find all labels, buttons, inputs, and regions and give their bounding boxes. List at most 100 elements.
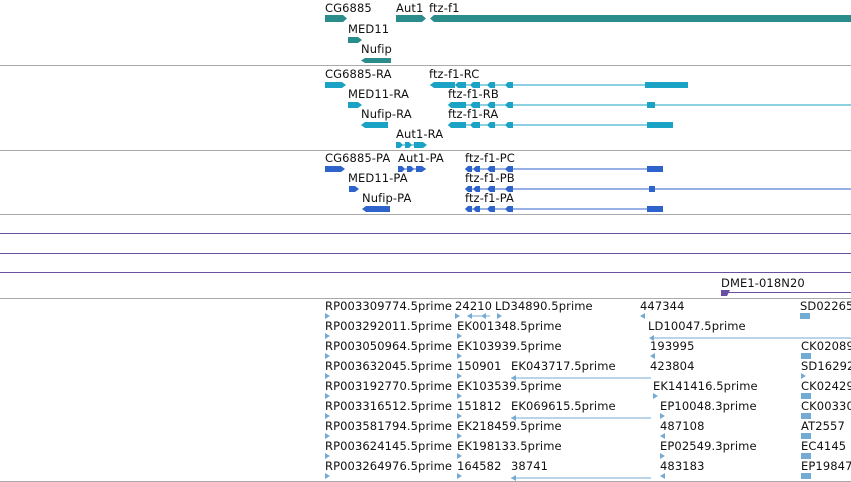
est-marker[interactable] bbox=[325, 373, 330, 379]
est-label[interactable]: RP003581794.5prime bbox=[325, 419, 453, 433]
est-label[interactable]: 150901 bbox=[457, 359, 502, 373]
est-marker[interactable] bbox=[660, 453, 665, 459]
est-ld10047-glyph[interactable] bbox=[649, 335, 851, 341]
est-marker[interactable] bbox=[325, 333, 330, 339]
est-label[interactable]: RP003632045.5prime bbox=[325, 359, 453, 373]
clone-label[interactable]: DME1-018N20 bbox=[721, 276, 805, 290]
est-label[interactable]: RP003316512.5prime bbox=[325, 399, 453, 413]
est-marker[interactable] bbox=[325, 393, 330, 399]
transcript-label[interactable]: CG6885-RA bbox=[325, 67, 392, 81]
est-label[interactable]: LD34890.5prime bbox=[495, 299, 593, 313]
protein-label[interactable]: Aut1-PA bbox=[398, 151, 444, 165]
est-marker[interactable] bbox=[801, 433, 811, 439]
est-marker[interactable] bbox=[457, 333, 462, 339]
est-label[interactable]: AT2557 bbox=[801, 419, 845, 433]
transcript-label[interactable]: MED11-RA bbox=[348, 87, 410, 101]
est-label[interactable]: CK00330 bbox=[801, 399, 851, 413]
gene-label[interactable]: Aut1 bbox=[396, 1, 424, 15]
gene-nufip-glyph[interactable] bbox=[361, 58, 391, 63]
est-marker[interactable] bbox=[800, 313, 810, 319]
est-label[interactable]: EK141416.5prime bbox=[653, 379, 758, 393]
protein-label[interactable]: ftz-f1-PB bbox=[465, 171, 515, 185]
protein-med11-pa-glyph[interactable] bbox=[349, 186, 359, 192]
transcript-med11-ra-glyph[interactable] bbox=[348, 102, 362, 108]
est-ek043717-glyph[interactable] bbox=[511, 375, 651, 381]
gene-aut1-glyph[interactable] bbox=[396, 15, 426, 22]
gene-label[interactable]: ftz-f1 bbox=[429, 1, 460, 15]
est-marker[interactable] bbox=[660, 413, 665, 419]
transcript-label[interactable]: Aut1-RA bbox=[396, 127, 444, 141]
transcript-cg6885-ra-glyph[interactable] bbox=[325, 82, 346, 88]
est-marker[interactable] bbox=[801, 353, 811, 359]
est-label[interactable]: RP003264976.5prime bbox=[325, 459, 453, 473]
est-38741-glyph[interactable] bbox=[511, 475, 651, 481]
est-label[interactable]: CK02089 bbox=[801, 339, 851, 353]
est-label[interactable]: 151812 bbox=[457, 399, 502, 413]
est-label[interactable]: EP02549.3prime bbox=[660, 439, 757, 453]
est-marker[interactable] bbox=[660, 433, 665, 439]
est-label[interactable]: 423804 bbox=[650, 359, 695, 373]
est-marker[interactable] bbox=[457, 393, 462, 399]
est-marker[interactable] bbox=[801, 473, 811, 479]
est-label[interactable]: EK069615.5prime bbox=[511, 399, 616, 413]
protein-label[interactable]: CG6885-PA bbox=[325, 151, 391, 165]
est-label[interactable]: EP19847 bbox=[801, 459, 851, 473]
est-label[interactable]: RP003292011.5prime bbox=[325, 319, 453, 333]
est-label[interactable]: EK103539.5prime bbox=[457, 379, 562, 393]
est-marker[interactable] bbox=[325, 453, 330, 459]
est-marker[interactable] bbox=[653, 393, 658, 399]
gene-label[interactable]: Nufip bbox=[361, 42, 392, 56]
est-label[interactable]: EK218459.5prime bbox=[457, 419, 562, 433]
est-label[interactable]: EK103939.5prime bbox=[457, 339, 562, 353]
transcript-label[interactable]: ftz-f1-RA bbox=[448, 107, 499, 121]
transcript-label[interactable]: ftz-f1-RC bbox=[429, 67, 480, 81]
est-label[interactable]: 38741 bbox=[511, 459, 549, 473]
est-label[interactable]: 447344 bbox=[640, 299, 685, 313]
est-label[interactable]: EK001348.5prime bbox=[457, 319, 562, 333]
est-marker[interactable] bbox=[457, 353, 462, 359]
est-marker[interactable] bbox=[801, 413, 811, 419]
est-label[interactable]: RP003309774.5prime bbox=[325, 299, 453, 313]
transcript-label[interactable]: ftz-f1-RB bbox=[448, 87, 499, 101]
est-marker[interactable] bbox=[640, 313, 645, 319]
est-label[interactable]: EC4145 bbox=[801, 439, 847, 453]
est-marker[interactable] bbox=[497, 313, 502, 319]
est-marker[interactable] bbox=[457, 473, 462, 479]
est-label[interactable]: RP003192770.5prime bbox=[325, 379, 453, 393]
est-marker[interactable] bbox=[325, 473, 330, 479]
protein-ftz-f1-pa-glyph[interactable] bbox=[465, 206, 663, 212]
gene-label[interactable]: MED11 bbox=[348, 22, 390, 36]
gene-cg6885-glyph[interactable] bbox=[325, 15, 347, 22]
est-marker[interactable] bbox=[325, 413, 330, 419]
est-label[interactable]: EP10048.3prime bbox=[660, 399, 757, 413]
protein-label[interactable]: Nufip-PA bbox=[362, 191, 412, 205]
protein-cg6885-pa-glyph[interactable] bbox=[325, 166, 345, 172]
est-label[interactable]: LD10047.5prime bbox=[648, 319, 746, 333]
est-label[interactable]: SD02265 bbox=[800, 299, 851, 313]
est-label[interactable]: 487108 bbox=[660, 419, 705, 433]
est-marker[interactable] bbox=[325, 433, 330, 439]
gene-label[interactable]: CG6885 bbox=[325, 1, 372, 15]
est-marker[interactable] bbox=[455, 313, 460, 319]
protein-nufip-pa-glyph[interactable] bbox=[362, 206, 390, 212]
protein-aut1-pa-glyph[interactable] bbox=[398, 166, 426, 172]
est-marker[interactable] bbox=[457, 453, 462, 459]
est-marker[interactable] bbox=[801, 393, 811, 399]
est-marker[interactable] bbox=[325, 353, 330, 359]
est-label[interactable]: 164582 bbox=[457, 459, 502, 473]
gene-ftz-f1-glyph[interactable] bbox=[430, 15, 851, 22]
est-marker[interactable] bbox=[457, 433, 462, 439]
protein-ftz-f1-pb-glyph[interactable] bbox=[465, 186, 851, 192]
est-marker[interactable] bbox=[801, 373, 806, 379]
protein-label[interactable]: ftz-f1-PC bbox=[465, 151, 515, 165]
est-label[interactable]: RP003624145.5prime bbox=[325, 439, 453, 453]
est-label[interactable]: EK043717.5prime bbox=[511, 359, 616, 373]
est-label[interactable]: RP003050964.5prime bbox=[325, 339, 453, 353]
est-label[interactable]: 193995 bbox=[650, 339, 695, 353]
transcript-ftz-f1-rc-glyph[interactable] bbox=[430, 82, 688, 88]
est-label[interactable]: CK02429 bbox=[801, 379, 851, 393]
transcript-nufip-ra-glyph[interactable] bbox=[361, 122, 388, 128]
transcript-ftz-f1-ra-glyph[interactable] bbox=[448, 122, 673, 128]
est-marker[interactable] bbox=[660, 473, 665, 479]
est-24210-glyph[interactable] bbox=[467, 313, 490, 319]
